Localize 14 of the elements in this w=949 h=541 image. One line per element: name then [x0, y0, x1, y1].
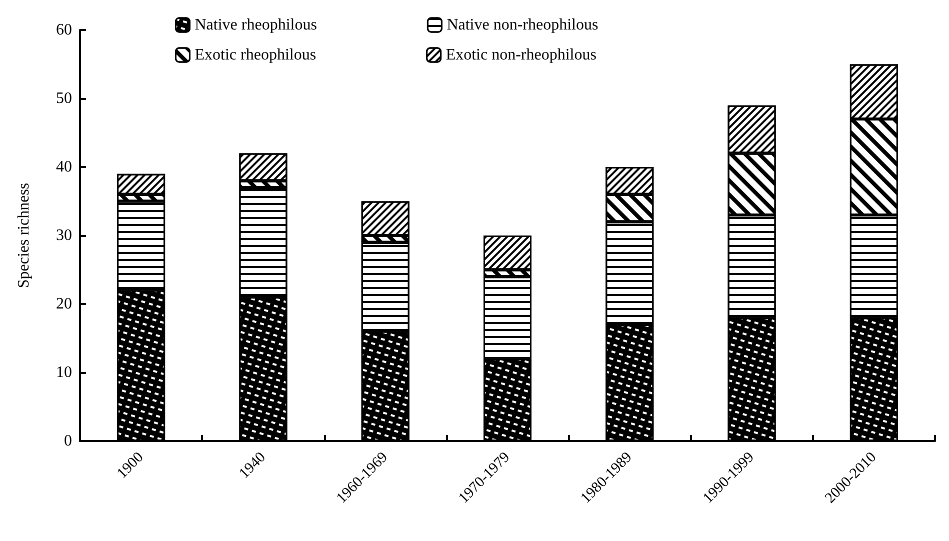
legend-label: Exotic non-rheophilous: [446, 46, 596, 64]
y-tick-label: 20: [56, 296, 72, 312]
y-tick-label: 40: [56, 158, 72, 176]
x-tick-label: 1900: [114, 449, 147, 482]
legend-label: Native rheophilous: [194, 16, 317, 34]
y-tick-label: 10: [56, 364, 72, 381]
y-tick-label: 30: [56, 227, 72, 244]
x-tick-label: 1940: [236, 449, 269, 482]
y-tick-label: 0: [64, 432, 72, 450]
legend-label: Native non-rheophilous: [446, 16, 598, 34]
legend-label: Exotic rheophilous: [194, 46, 316, 64]
y-tick-label: 60: [56, 22, 72, 38]
y-tick-label: 50: [56, 90, 72, 107]
y-axis-title: Species richness: [16, 182, 32, 288]
